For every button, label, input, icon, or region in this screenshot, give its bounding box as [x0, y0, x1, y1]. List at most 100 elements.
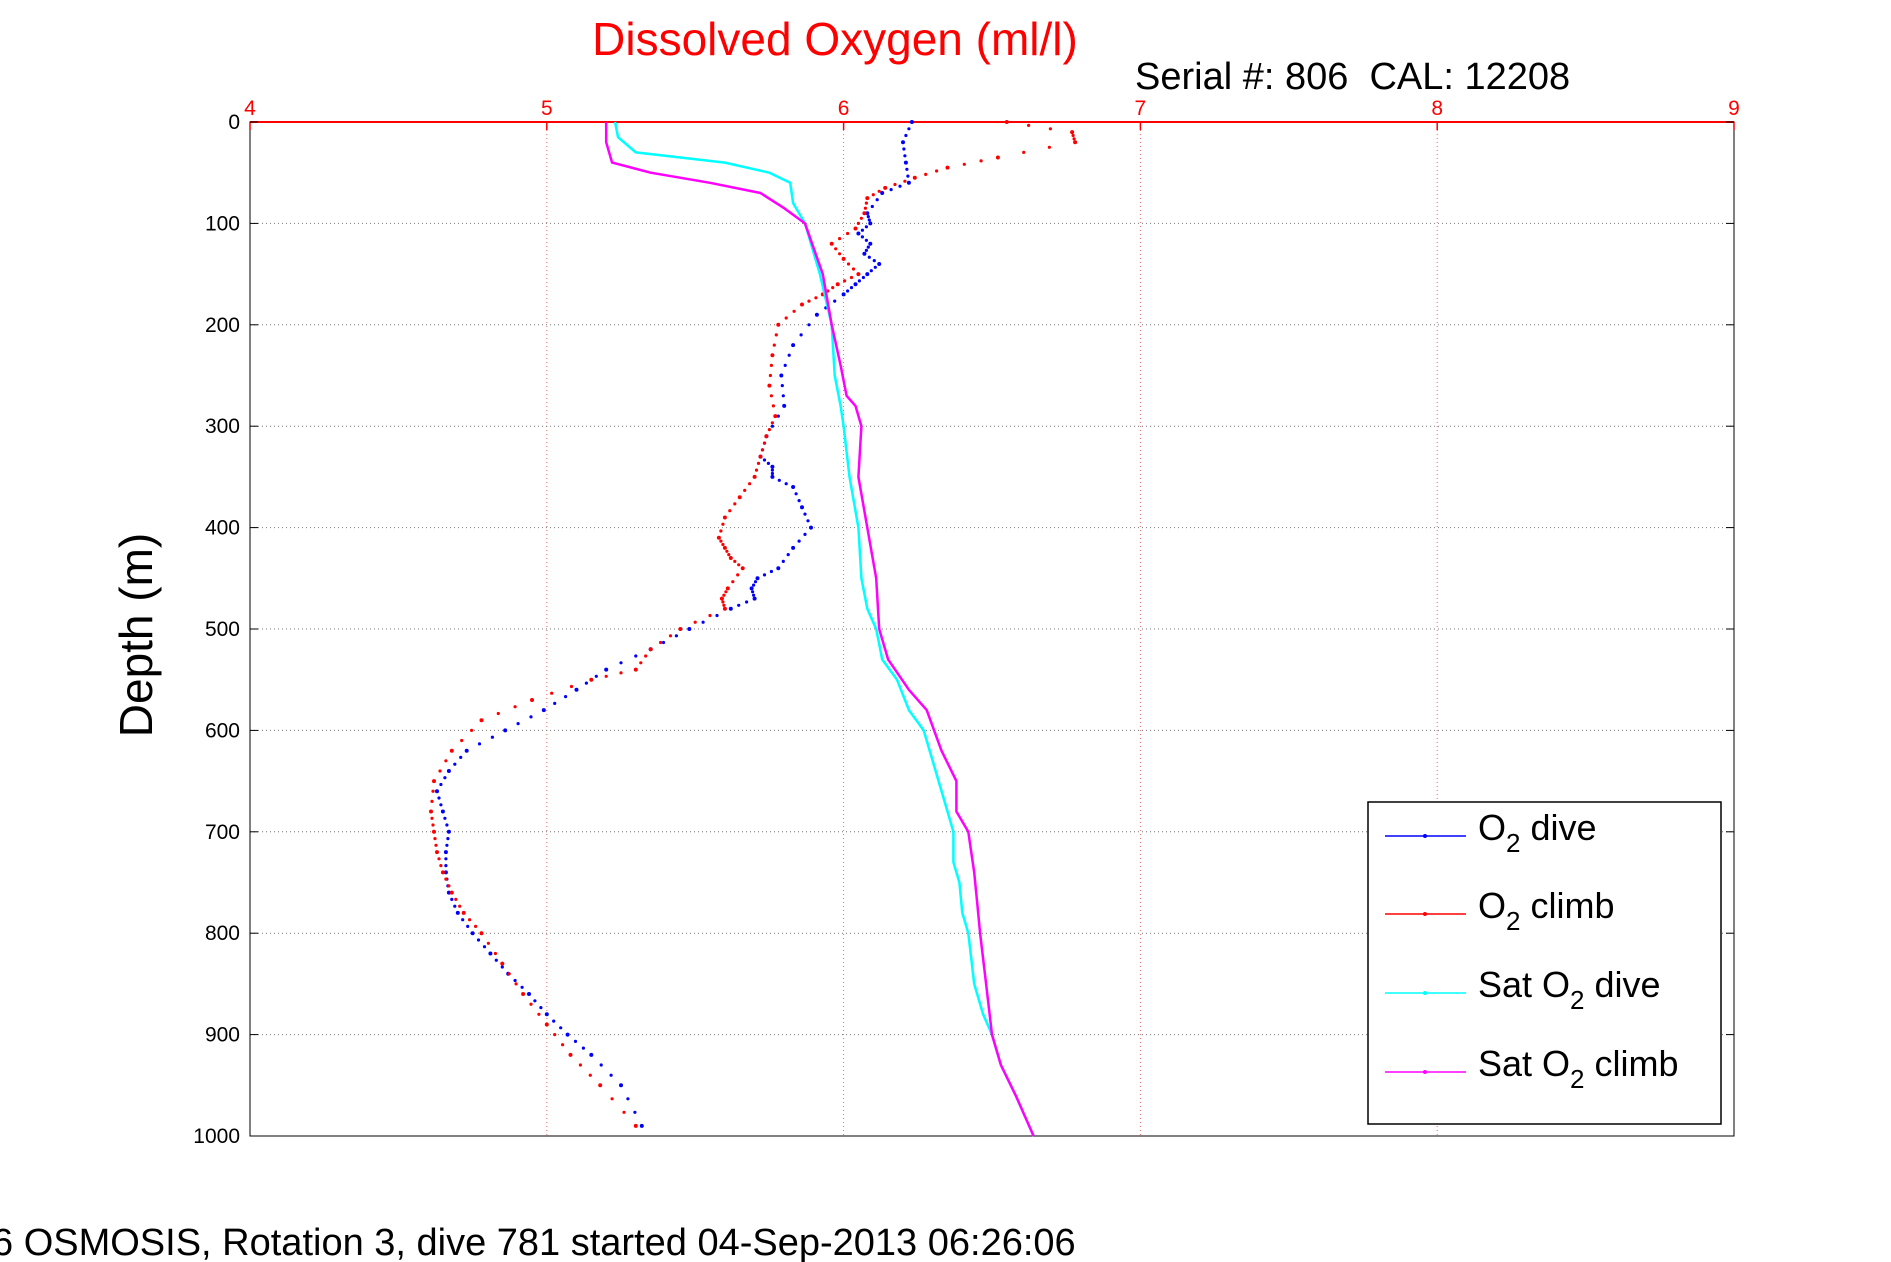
- o2-dive-point: [437, 796, 441, 800]
- o2-dive-point: [803, 512, 807, 516]
- legend-label-o2-dive: O2 dive: [1478, 807, 1597, 858]
- o2-dive-point: [446, 829, 451, 834]
- o2-dive-point: [446, 890, 451, 895]
- o2-dive-point: [445, 823, 449, 827]
- o2-climb-point: [719, 596, 724, 601]
- o2-dive-point: [867, 218, 871, 222]
- o2-dive-point: [766, 461, 771, 465]
- o2-dive-point: [443, 850, 448, 855]
- o2-dive-point: [513, 978, 517, 983]
- o2-dive-point: [455, 910, 460, 915]
- legend-box: [1367, 801, 1722, 1125]
- o2-climb-point: [553, 1033, 557, 1037]
- o2-climb-point: [835, 282, 840, 287]
- o2-dive-point: [898, 184, 902, 188]
- o2-dive-point: [806, 519, 810, 523]
- o2-dive-point: [786, 553, 790, 557]
- o2-climb-point: [622, 1110, 626, 1114]
- o2-climb-point: [724, 590, 728, 594]
- o2-climb-point: [722, 603, 726, 607]
- o2-dive-point: [477, 742, 482, 746]
- o2-climb-point: [767, 428, 772, 432]
- o2-dive-point: [482, 945, 487, 949]
- o2-dive-point: [869, 269, 873, 273]
- o2-climb-point: [883, 185, 888, 190]
- o2-dive-point: [749, 586, 754, 591]
- o2-dive-point: [865, 211, 870, 216]
- o2-dive-point: [777, 478, 781, 482]
- legend-marker-sat-o2-climb: [1423, 1070, 1427, 1074]
- o2-climb-point: [678, 627, 683, 631]
- o2-climb-point: [1073, 140, 1078, 145]
- o2-climb-point: [945, 165, 950, 170]
- o2-climb-point: [716, 535, 721, 540]
- o2-climb-point: [728, 556, 733, 560]
- o2-climb-point: [863, 206, 868, 210]
- o2-climb-point: [838, 237, 842, 241]
- o2-climb-point: [843, 279, 847, 283]
- o2-dive-point: [860, 235, 865, 239]
- o2-dive-point: [782, 403, 787, 408]
- o2-dive-point: [753, 580, 758, 584]
- o2-climb-point: [1071, 133, 1075, 138]
- o2-climb-point: [770, 421, 775, 425]
- o2-dive-point: [633, 1110, 637, 1114]
- o2-climb-points: [429, 120, 1078, 1128]
- o2-climb-point: [865, 196, 870, 201]
- o2-dive-point: [443, 870, 448, 875]
- o2-climb-point: [470, 728, 474, 733]
- x-tick-label: 7: [1135, 97, 1147, 120]
- o2-climb-point: [569, 684, 574, 689]
- o2-climb-point: [764, 434, 769, 439]
- o2-dive-point: [770, 468, 775, 472]
- o2-dive-point: [466, 924, 470, 929]
- legend: O2 dive O2 climb Sat O2 dive Sat O2 climb: [1367, 801, 1722, 1125]
- o2-dive-point: [439, 803, 443, 807]
- o2-climb-point: [871, 193, 875, 197]
- o2-climb-point: [769, 363, 774, 367]
- o2-dive-point: [476, 938, 481, 942]
- o2-dive-point: [846, 289, 850, 293]
- o2-dive-point: [701, 620, 705, 624]
- o2-dive-point: [584, 681, 589, 685]
- y-tick-label: 800: [205, 922, 240, 945]
- o2-climb-point: [851, 267, 856, 271]
- o2-climb-point: [598, 1083, 603, 1088]
- o2-climb-point: [435, 850, 439, 855]
- o2-climb-point: [838, 252, 842, 256]
- y-tick-label: 100: [205, 212, 240, 235]
- o2-dive-point: [833, 299, 837, 303]
- o2-climb-point: [537, 1012, 541, 1016]
- axis-ticks: 4 5 6 7 8 9 0 100 200 300 400 500 600 700 800 900 1000: [193, 97, 1740, 1148]
- o2-dive-point: [864, 248, 869, 252]
- o2-dive-point: [907, 127, 911, 131]
- x-tick-label: 4: [244, 97, 256, 120]
- o2-dive-point: [814, 312, 819, 317]
- o2-climb-point: [639, 661, 643, 665]
- o2-climb-point: [458, 904, 462, 908]
- sat-o2-climb-line: [604, 122, 1035, 1137]
- o2-climb-point: [792, 309, 796, 313]
- o2-climb-point: [733, 559, 737, 564]
- o2-climb-point: [721, 600, 725, 604]
- o2-climb-point: [659, 640, 663, 645]
- o2-dive-points: [435, 120, 914, 1128]
- o2-climb-point: [995, 155, 1000, 160]
- o2-dive-point: [872, 259, 876, 263]
- o2-dive-point: [860, 228, 865, 232]
- o2-climb-point: [731, 580, 735, 584]
- o2-climb-point: [935, 169, 939, 173]
- o2-dive-point: [770, 464, 775, 469]
- o2-dive-point: [873, 265, 877, 269]
- o2-dive-point: [444, 864, 448, 868]
- o2-dive-point: [770, 471, 775, 476]
- o2-climb-point: [433, 837, 437, 841]
- o2-climb-point: [756, 461, 761, 465]
- o2-dive-point: [553, 701, 557, 706]
- o2-climb-point: [893, 182, 897, 187]
- o2-climb-point: [725, 549, 729, 553]
- o2-climb-point: [633, 1123, 638, 1128]
- o2-dive-point: [453, 904, 457, 908]
- o2-dive-point: [906, 174, 910, 178]
- o2-dive-point: [861, 275, 866, 280]
